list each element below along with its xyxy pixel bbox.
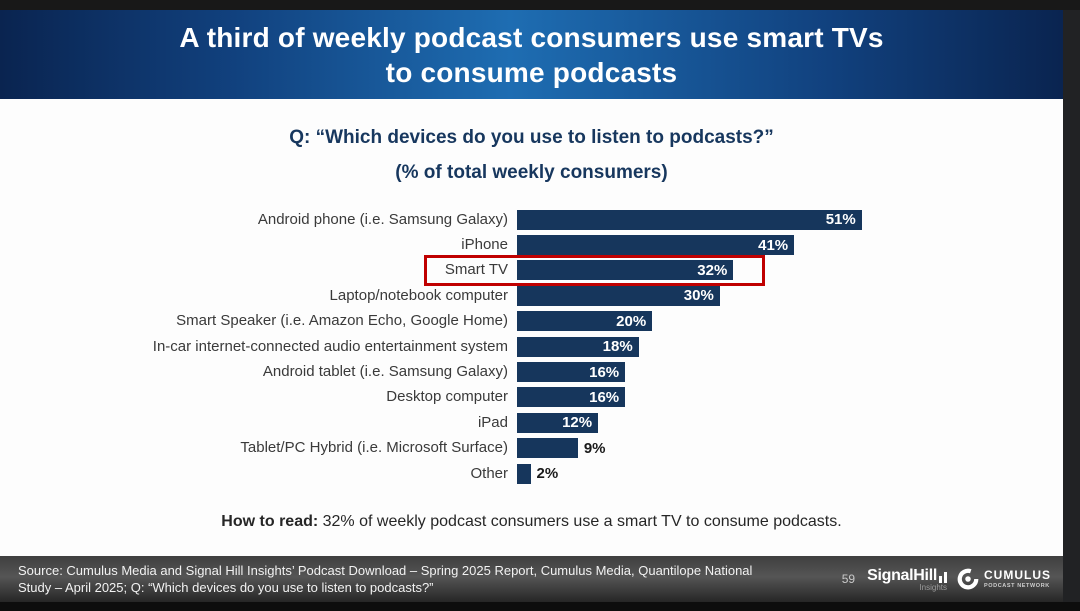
letterbox-right (1063, 0, 1080, 611)
bar (517, 438, 578, 459)
bar: 20% (517, 311, 653, 332)
question-line1: Q: “Which devices do you use to listen t… (289, 127, 774, 148)
value-label: 30% (683, 287, 714, 305)
bar: 16% (517, 387, 626, 408)
chart-row: In-car internet-connected audio entertai… (0, 334, 1063, 359)
chart-row: iPad 12% (0, 410, 1063, 435)
bar: 16% (517, 362, 626, 383)
cumulus-circle-icon (957, 568, 979, 590)
letterbox-top (0, 0, 1080, 10)
value-label: 51% (825, 211, 856, 229)
how-to-read-note: How to read: 32% of weekly podcast consu… (0, 513, 1063, 531)
chart-row: Tablet/PC Hybrid (i.e. Microsoft Surface… (0, 436, 1063, 461)
source-line2: Study – April 2025; Q: “Which devices do… (18, 580, 434, 595)
signal-bars-icon (939, 571, 947, 583)
category-label: Smart TV (444, 261, 508, 279)
value-label: 20% (616, 312, 647, 330)
chart-row: Android phone (i.e. Samsung Galaxy) 51% (0, 207, 1063, 232)
value-label: 18% (602, 338, 633, 356)
bar: 30% (517, 285, 720, 306)
category-label: Other (470, 464, 508, 482)
signal-hill-wordmark: SignalHill (867, 566, 937, 584)
slide-title-line1: A third of weekly podcast consumers use … (179, 21, 884, 53)
chart-rows: Android phone (i.e. Samsung Galaxy) 51% iP… (0, 207, 1063, 486)
letterbox-bottom (0, 602, 1080, 611)
cumulus-wordmark: CUMULUS (984, 568, 1051, 582)
how-to-read-label: How to read: (221, 513, 319, 530)
value-label: 41% (758, 236, 789, 254)
value-label: 16% (589, 388, 620, 406)
category-label: Tablet/PC Hybrid (i.e. Microsoft Surface… (240, 439, 508, 457)
bar: 32% (517, 260, 734, 281)
bar: 41% (517, 235, 795, 256)
category-label: Desktop computer (386, 388, 508, 406)
value-label: 12% (562, 414, 593, 432)
source-note: Source: Cumulus Media and Signal Hill In… (18, 562, 752, 597)
slide-header: A third of weekly podcast consumers use … (0, 10, 1063, 99)
cumulus-network-label: PODCAST NETWORK (984, 583, 1050, 589)
category-label: In-car internet-connected audio entertai… (152, 337, 508, 355)
chart-row: Desktop computer 16% (0, 385, 1063, 410)
page-number: 59 (841, 572, 856, 586)
value-label: 2% (536, 465, 559, 483)
category-label: Android tablet (i.e. Samsung Galaxy) (262, 363, 508, 381)
bar (517, 463, 531, 484)
chart-question: Q: “Which devices do you use to listen t… (0, 120, 1063, 190)
chart-row: Laptop/notebook computer 30% (0, 283, 1063, 308)
chart-row: Android tablet (i.e. Samsung Galaxy) 16% (0, 359, 1063, 384)
how-to-read-text: 32% of weekly podcast consumers use a sm… (318, 513, 842, 530)
footer-logos: 59 SignalHill Insights CUMULUS PO (842, 567, 1051, 592)
source-line1: Source: Cumulus Media and Signal Hill In… (18, 562, 753, 578)
value-label: 9% (583, 439, 606, 457)
bar: 12% (517, 412, 599, 433)
bar: 18% (517, 336, 639, 357)
signal-hill-insights-label: Insights (919, 582, 947, 592)
chart-row: Smart Speaker (i.e. Amazon Echo, Google … (0, 309, 1063, 334)
question-line2: (% of total weekly consumers) (395, 162, 668, 183)
category-label: iPad (477, 413, 508, 431)
bar-chart: Android phone (i.e. Samsung Galaxy) 51% iP… (0, 207, 1063, 489)
cumulus-logo: CUMULUS PODCAST NETWORK (957, 568, 1051, 590)
bar: 51% (517, 209, 862, 230)
slide: A third of weekly podcast consumers use … (0, 10, 1063, 602)
category-label: iPhone (461, 236, 508, 254)
chart-row: Smart TV 32% (0, 258, 1063, 283)
chart-row: Other 2% (0, 461, 1063, 486)
value-label: 32% (697, 261, 728, 279)
slide-title-line2: to consume podcasts (385, 56, 678, 88)
chart-row: iPhone 41% (0, 232, 1063, 257)
category-label: Smart Speaker (i.e. Amazon Echo, Google … (176, 312, 508, 330)
slide-footer: Source: Cumulus Media and Signal Hill In… (0, 556, 1063, 602)
category-label: Laptop/notebook computer (329, 286, 508, 304)
signal-hill-logo: SignalHill Insights (867, 567, 947, 592)
value-label: 16% (589, 363, 620, 381)
category-label: Android phone (i.e. Samsung Galaxy) (257, 210, 508, 228)
